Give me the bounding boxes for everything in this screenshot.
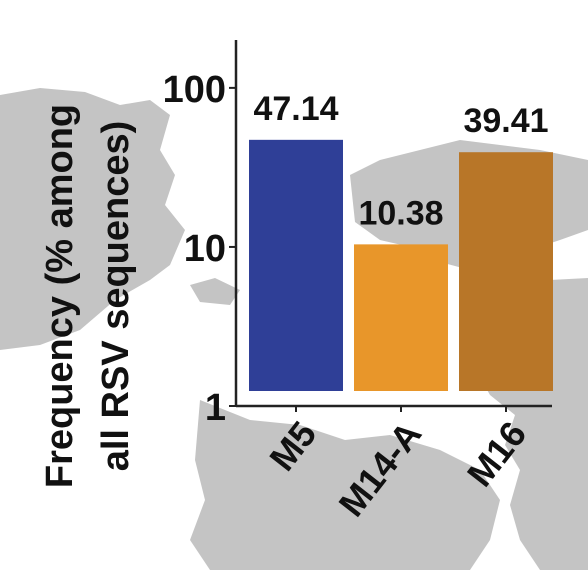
y-axis-title: Frequency (% among all RSV sequences) xyxy=(39,104,137,488)
y-tick-label: 1 xyxy=(205,387,226,429)
y-tick-label: 10 xyxy=(184,228,226,270)
bar-value-label: 39.41 xyxy=(463,102,548,140)
bar xyxy=(459,152,553,391)
bar-value-label: 10.38 xyxy=(358,194,443,232)
bar-value-label: 47.14 xyxy=(253,90,338,128)
bar xyxy=(249,139,343,391)
y-tick-label: 100 xyxy=(163,69,226,111)
map-landmass-south xyxy=(190,400,500,570)
bar xyxy=(354,244,448,391)
y-axis-title-line2: all RSV sequences) xyxy=(95,121,137,472)
map-island-small xyxy=(190,278,240,305)
y-axis-title-line1: Frequency (% among xyxy=(39,104,81,488)
map-landmass-west xyxy=(0,88,185,350)
